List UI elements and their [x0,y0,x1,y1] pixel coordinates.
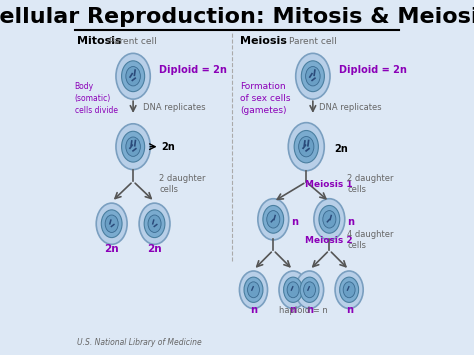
Circle shape [239,271,267,308]
Text: n: n [292,217,299,226]
Text: n: n [346,305,353,316]
Text: n: n [306,305,313,316]
Circle shape [121,61,145,92]
Circle shape [126,137,140,156]
Text: n: n [250,305,257,316]
Text: 2n: 2n [147,244,162,254]
Text: DNA replicates: DNA replicates [319,103,382,111]
Circle shape [296,53,330,99]
Text: Meiosis 2: Meiosis 2 [305,235,352,245]
Circle shape [287,282,299,298]
Text: Meiosis 1: Meiosis 1 [305,180,352,189]
Circle shape [335,271,363,308]
Circle shape [139,203,170,244]
Text: 2 daughter
cells: 2 daughter cells [159,174,206,194]
Text: Mitosis: Mitosis [77,36,122,46]
Circle shape [148,215,161,233]
Circle shape [304,282,316,298]
Text: n: n [290,305,297,316]
Circle shape [116,53,150,99]
Circle shape [144,210,165,237]
Text: 4 daughter
cells: 4 daughter cells [347,230,394,250]
Circle shape [283,277,302,302]
Circle shape [247,282,259,298]
Circle shape [300,277,319,302]
Circle shape [295,271,324,308]
Text: Diploid = 2n: Diploid = 2n [159,65,228,75]
Circle shape [314,199,345,240]
Text: Body
(somatic)
cells divide: Body (somatic) cells divide [75,82,118,115]
Circle shape [306,66,320,86]
Circle shape [96,203,127,244]
Circle shape [301,61,324,92]
Circle shape [343,282,355,298]
Circle shape [244,277,263,302]
Text: n: n [347,217,355,226]
Circle shape [105,215,118,233]
Circle shape [116,124,150,170]
Circle shape [126,66,140,86]
Text: Cellular Reproduction: Mitosis & Meiosis: Cellular Reproduction: Mitosis & Meiosis [0,7,474,27]
Text: 2 daughter
cells: 2 daughter cells [347,174,394,194]
Circle shape [101,210,122,237]
Circle shape [288,122,324,171]
Text: Diploid = 2n: Diploid = 2n [339,65,407,75]
Text: Parent cell: Parent cell [289,37,337,45]
Circle shape [121,131,145,162]
Text: haploid = n: haploid = n [279,306,328,315]
Circle shape [263,206,283,233]
Circle shape [294,131,319,163]
Text: Parent cell: Parent cell [109,37,157,45]
Circle shape [340,277,359,302]
Text: U.S. National Library of Medicine: U.S. National Library of Medicine [77,338,202,347]
Circle shape [323,211,336,228]
Circle shape [319,206,340,233]
Text: 2n: 2n [104,244,119,254]
Circle shape [299,137,314,157]
Circle shape [267,211,280,228]
Text: Formation
of sex cells
(gametes): Formation of sex cells (gametes) [240,82,291,115]
Text: 2n: 2n [161,142,175,152]
Text: Meiosis: Meiosis [240,36,287,46]
Circle shape [279,271,307,308]
Text: DNA replicates: DNA replicates [143,103,206,111]
Text: 2n: 2n [334,144,348,154]
Circle shape [258,199,289,240]
